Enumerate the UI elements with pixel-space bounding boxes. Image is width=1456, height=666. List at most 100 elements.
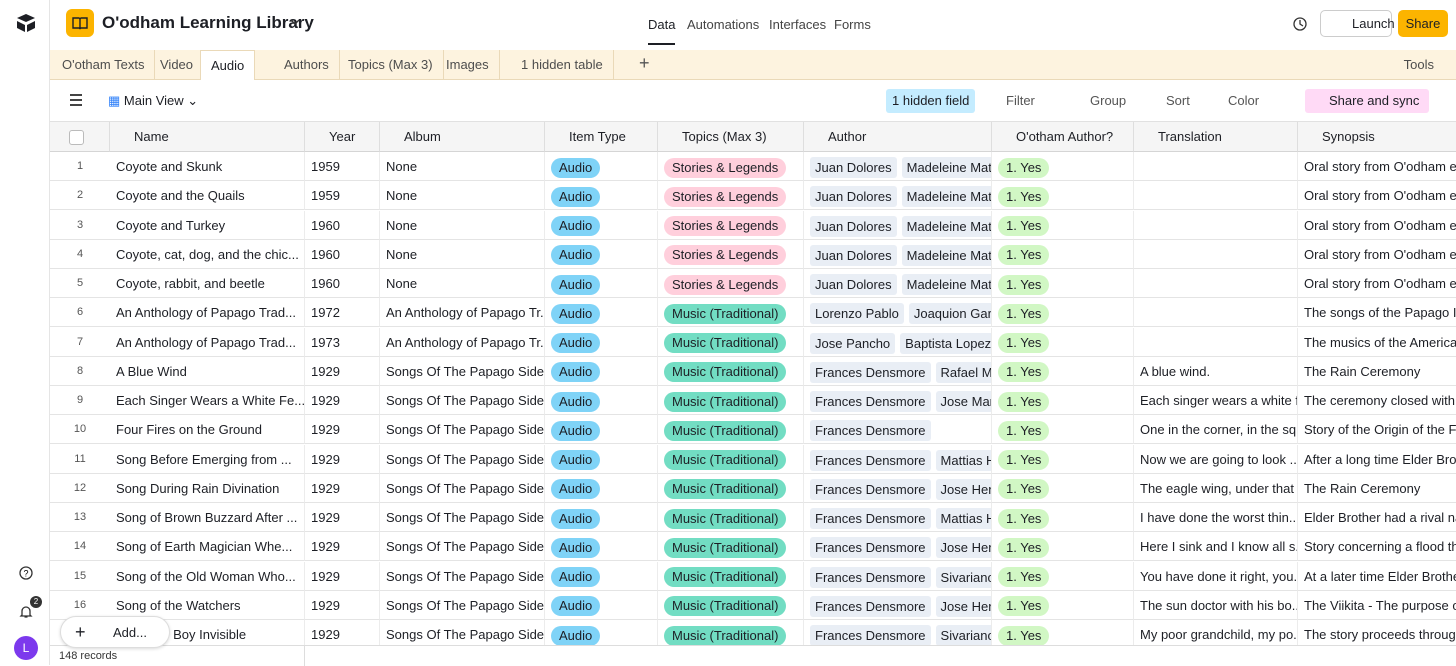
cell[interactable] — [1134, 152, 1298, 181]
view-name[interactable]: ▦ Main View ⌄ — [108, 93, 199, 108]
cell[interactable]: 1929 — [305, 503, 380, 532]
cell[interactable]: Songs Of The Papago Side A — [380, 590, 545, 620]
cell[interactable]: You have done it right, you... — [1134, 561, 1298, 591]
cell[interactable]: Elder Brother had a rival nam — [1298, 503, 1456, 532]
nav-item[interactable]: Interfaces — [769, 17, 827, 32]
cell[interactable]: 1. Yes — [992, 298, 1134, 328]
cell[interactable]: Each Singer Wears a White Fe... — [110, 386, 305, 415]
table-tab[interactable]: Topics (Max 3) — [338, 50, 444, 80]
column-header[interactable]: O'otham Author? — [992, 122, 1134, 152]
nav-item[interactable]: Data — [648, 17, 676, 45]
table-tab[interactable]: Video — [150, 50, 205, 80]
column-header[interactable]: Author — [804, 122, 992, 152]
column-header[interactable]: Synopsis — [1298, 122, 1456, 152]
cell[interactable]: The Viikita - The purpose of t — [1298, 590, 1456, 620]
cell[interactable]: Stories & Legends — [658, 210, 804, 240]
column-header[interactable]: Name — [110, 122, 305, 152]
cell[interactable] — [1134, 298, 1298, 328]
cell[interactable]: 1960 — [305, 269, 380, 298]
cell[interactable]: Songs Of The Papago Side A — [380, 444, 545, 474]
cell[interactable]: 1929 — [305, 532, 380, 562]
cell[interactable]: At a later time Elder Brother — [1298, 561, 1456, 591]
cell[interactable]: Audio — [545, 181, 658, 211]
filter[interactable]: Filter — [1006, 93, 1035, 108]
cell[interactable]: The story proceeds through m — [1298, 620, 1456, 645]
cell[interactable]: Four Fires on the Ground — [110, 415, 305, 445]
cell[interactable]: Audio — [545, 152, 658, 181]
table-tab[interactable]: Authors — [274, 50, 340, 80]
cell[interactable]: The Rain Ceremony — [1298, 356, 1456, 386]
cell[interactable]: 1. Yes — [992, 620, 1134, 645]
cell[interactable]: Music (Traditional) — [658, 386, 804, 415]
cell[interactable]: 1. Yes — [992, 444, 1134, 474]
cell[interactable]: 1973 — [305, 327, 380, 357]
cell[interactable]: One in the corner, in the sq... — [1134, 415, 1298, 445]
cell[interactable]: Coyote and Turkey — [110, 210, 305, 240]
cell[interactable]: My poor grandchild, my po... — [1134, 620, 1298, 645]
cell[interactable]: Audio — [545, 503, 658, 532]
avatar[interactable]: L — [14, 636, 38, 660]
cell[interactable]: Stories & Legends — [658, 269, 804, 298]
cell[interactable]: 1929 — [305, 561, 380, 591]
cell[interactable]: Songs Of The Papago Side A — [380, 473, 545, 503]
cell[interactable]: Oral story from O'odham eld — [1298, 152, 1456, 181]
cell[interactable]: Audio — [545, 532, 658, 562]
cell[interactable]: 1972 — [305, 298, 380, 328]
cell[interactable]: 1. Yes — [992, 415, 1134, 445]
cell[interactable]: None — [380, 239, 545, 269]
cell[interactable]: Stories & Legends — [658, 181, 804, 211]
cell[interactable]: An Anthology of Papago Trad... — [110, 298, 305, 328]
cell[interactable]: Song of Brown Buzzard After ... — [110, 503, 305, 532]
cell[interactable]: 1929 — [305, 590, 380, 620]
cell[interactable]: None — [380, 181, 545, 211]
cell[interactable]: None — [380, 269, 545, 298]
column-header[interactable]: Album — [380, 122, 545, 152]
cell[interactable]: 1929 — [305, 473, 380, 503]
cell[interactable]: 1. Yes — [992, 503, 1134, 532]
cell[interactable]: 1. Yes — [992, 269, 1134, 298]
table-tab[interactable]: O'otham Texts — [52, 50, 156, 80]
cell[interactable]: Here I sink and I know all s... — [1134, 532, 1298, 562]
cell[interactable]: Songs Of The Papago Side A — [380, 356, 545, 386]
cell[interactable]: 1929 — [305, 356, 380, 386]
add-table[interactable]: + — [639, 53, 650, 73]
cell[interactable]: An Anthology of Papago Tr... — [380, 327, 545, 357]
cell[interactable]: Music (Traditional) — [658, 473, 804, 503]
cell[interactable]: Audio — [545, 269, 658, 298]
cell[interactable]: Oral story from O'odham eld — [1298, 239, 1456, 269]
cell[interactable]: Songs Of The Papago Side A — [380, 415, 545, 445]
column-header[interactable]: Item Type — [545, 122, 658, 152]
cell[interactable]: 1. Yes — [992, 210, 1134, 240]
column-header[interactable]: Year — [305, 122, 380, 152]
group[interactable]: Group — [1090, 93, 1127, 108]
cell[interactable]: 1929 — [305, 620, 380, 645]
sort[interactable]: Sort — [1166, 93, 1190, 108]
cell[interactable]: Audio — [545, 620, 658, 645]
cell[interactable]: The musics of the American I — [1298, 327, 1456, 357]
cell[interactable]: 1. Yes — [992, 590, 1134, 620]
hidden-fields[interactable]: 1 hidden field — [886, 89, 976, 113]
cell[interactable]: Coyote, rabbit, and beetle — [110, 269, 305, 298]
cell[interactable]: Audio — [545, 561, 658, 591]
cell[interactable]: Audio — [545, 444, 658, 474]
help-icon[interactable]: ? — [19, 566, 33, 580]
cell[interactable]: Music (Traditional) — [658, 532, 804, 562]
cell[interactable]: Music (Traditional) — [658, 444, 804, 474]
cell[interactable]: Each singer wears a white f... — [1134, 386, 1298, 415]
cell[interactable]: 1. Yes — [992, 561, 1134, 591]
table-tab[interactable]: Images — [436, 50, 500, 80]
cell[interactable]: Songs Of The Papago Side A — [380, 532, 545, 562]
cell[interactable]: Songs Of The Papago Side A — [380, 620, 545, 645]
cell[interactable] — [1134, 327, 1298, 357]
bell-icon[interactable] — [19, 604, 33, 619]
menu-icon[interactable] — [70, 94, 82, 106]
